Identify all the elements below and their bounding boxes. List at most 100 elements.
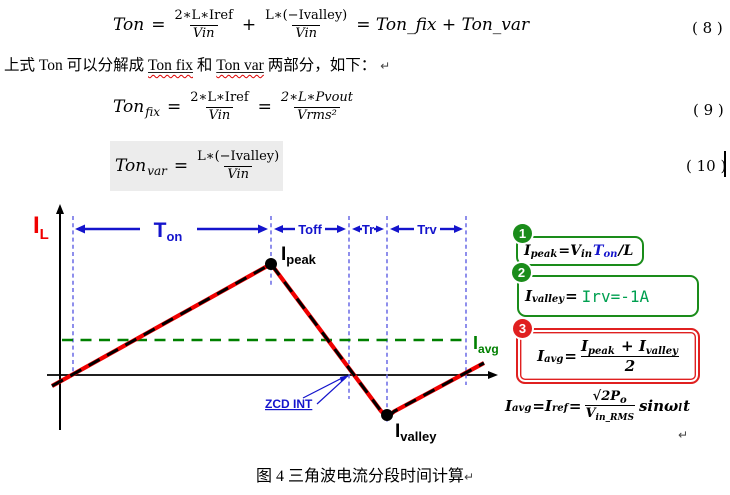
be-i2: I — [544, 396, 552, 415]
be-sin: sinω — [638, 396, 679, 415]
c1-i-sub: peak — [530, 248, 558, 260]
timing-arrowheads — [75, 224, 463, 234]
eq8-rhs: = Ton_fix + Ton_var — [356, 15, 530, 36]
eq8-frac1-numerator: 2∗L∗Iref — [174, 8, 233, 23]
c3-n2: I — [638, 336, 646, 355]
c2-equals: = — [565, 287, 578, 305]
c3-fraction: Ipeak + Ivalley 2 — [581, 337, 679, 376]
be-t: t — [683, 396, 691, 415]
y-axis-arrowhead — [56, 204, 64, 214]
eq8-frac2-denominator: Vin — [292, 24, 321, 43]
para-text-1: 上式 Ton 可以分解成 — [4, 57, 149, 74]
eq10-equals: = — [173, 156, 189, 176]
c3-plus: + — [615, 336, 639, 355]
eq9-fraction-1: 2∗L∗Iref Vin — [188, 90, 250, 125]
c1-v: V — [570, 243, 581, 259]
be-den: V — [585, 406, 596, 422]
axes — [47, 204, 498, 430]
c2-irv-value: Irv=-1A — [581, 286, 650, 306]
body-paragraph: 上式 Ton 可以分解成 Ton fix 和 Ton var 两部分，如下： ↵ — [4, 53, 390, 75]
peak-point — [265, 258, 277, 270]
para-text-3: 两部分，如下： — [263, 57, 381, 74]
figure-return-mark: ↵ — [678, 428, 689, 442]
c1-i: I — [524, 243, 531, 259]
equation-9: Tonfix = 2∗L∗Iref Vin = 2∗L∗Pvout Vrms² — [113, 90, 355, 125]
eq10-frac-denominator: Vin — [224, 165, 253, 184]
ton-segment-label: Ton — [154, 219, 183, 244]
eq9-frac2-denominator: Vrms² — [294, 106, 340, 125]
be-fraction: √2Po Vin_RMS — [585, 389, 635, 423]
eq8-number: ( 8 ) — [692, 19, 723, 37]
eq8-equals: = — [151, 15, 166, 36]
c3-frac-numerator: Ipeak + Ivalley — [581, 336, 679, 357]
be-r2: = — [568, 396, 582, 415]
be-i1: I — [505, 396, 513, 415]
c3-n1: I — [581, 336, 589, 355]
eq9-frac1-denominator: Vin — [205, 106, 234, 125]
c3-n1-sub: peak — [588, 345, 615, 357]
eq8-fraction-2: L∗(−Ivalley) Vin — [263, 8, 349, 43]
eq9-base: Ton — [113, 97, 145, 118]
valley-point — [381, 409, 393, 421]
eq8-frac1-denominator: Vin — [189, 24, 218, 43]
iavg-label: Iavg — [473, 333, 499, 356]
figure-caption: 图 4 三角波电流分段时间计算↵ — [0, 462, 730, 486]
be-num-sub: o — [620, 395, 627, 406]
eq10-lhs: Tonvar — [115, 156, 167, 178]
eq9-fraction-2: 2∗L∗Pvout Vrms² — [279, 90, 355, 125]
zcd-annotation: ZCD INT — [265, 375, 350, 411]
eq10-base: Ton — [115, 156, 147, 176]
eq8-plus: + — [241, 15, 257, 36]
paragraph-return-mark: ↵ — [380, 59, 391, 73]
toff-segment-label: Toff — [298, 222, 322, 237]
c3-i-sub: avg — [544, 353, 564, 365]
eq8-frac2-numerator: L∗(−Ivalley) — [265, 8, 348, 23]
be-den-sub: in_RMS — [595, 413, 634, 424]
eq9-equals-2: = — [257, 97, 272, 118]
eq10-subscript: var — [147, 164, 167, 178]
be-s2: ref — [551, 403, 568, 415]
eq10-frac-numerator: L∗(−Ivalley) — [197, 148, 280, 164]
zcd-arrowhead — [340, 375, 350, 382]
tr-segment-label: Tr — [362, 222, 374, 237]
ipeak-label: Ipeak — [281, 244, 317, 267]
ton-var-token: Ton var — [216, 57, 264, 74]
be-s1: avg — [512, 403, 532, 415]
caption-text: 图 4 三角波电流分段时间计算 — [255, 468, 464, 485]
equation-8: Ton = 2∗L∗Iref Vin + L∗(−Ivalley) Vin = … — [113, 8, 529, 43]
eq9-frac1-numerator: 2∗L∗Iref — [190, 90, 249, 105]
eq8-lhs: Ton — [113, 15, 145, 36]
inductor-current-red-curve — [50, 261, 485, 417]
zcd-int-label: ZCD INT — [265, 397, 313, 411]
c3-n2-sub: valley — [645, 345, 678, 357]
c2-i: I — [525, 287, 533, 305]
be-frac-denominator: Vin_RMS — [585, 405, 635, 424]
be-r1: = — [532, 396, 545, 415]
c3-frac-denominator: 2 — [581, 355, 679, 376]
text-cursor — [724, 151, 726, 177]
c1-ton: T — [593, 243, 604, 259]
eq9-number: ( 9 ) — [693, 101, 724, 119]
eq10-number: ( 10 ) — [686, 157, 727, 175]
ton-fix-token: Ton fix — [148, 57, 193, 74]
ivalley-label: Ivalley — [395, 421, 437, 444]
c1-v-sub: in — [580, 248, 593, 260]
c1-ton-sub: on — [603, 248, 618, 260]
eq8-fraction-1: 2∗L∗Iref Vin — [172, 8, 234, 43]
c3-i: I — [537, 347, 545, 365]
callout-badge-3: 3 — [513, 319, 532, 338]
eq9-frac2-numerator: 2∗L∗Pvout — [280, 90, 354, 105]
eq10-fraction: L∗(−Ivalley) Vin — [195, 149, 281, 184]
para-text-2: 和 — [193, 57, 217, 74]
x-axis-arrowhead — [488, 371, 498, 379]
equation-10: Tonvar = L∗(−Ivalley) Vin — [110, 141, 283, 191]
trv-segment-label: Trv — [417, 222, 437, 237]
be-num: √2P — [592, 389, 621, 404]
c1-equals: = — [558, 243, 571, 259]
eq9-subscript: fix — [145, 105, 160, 120]
